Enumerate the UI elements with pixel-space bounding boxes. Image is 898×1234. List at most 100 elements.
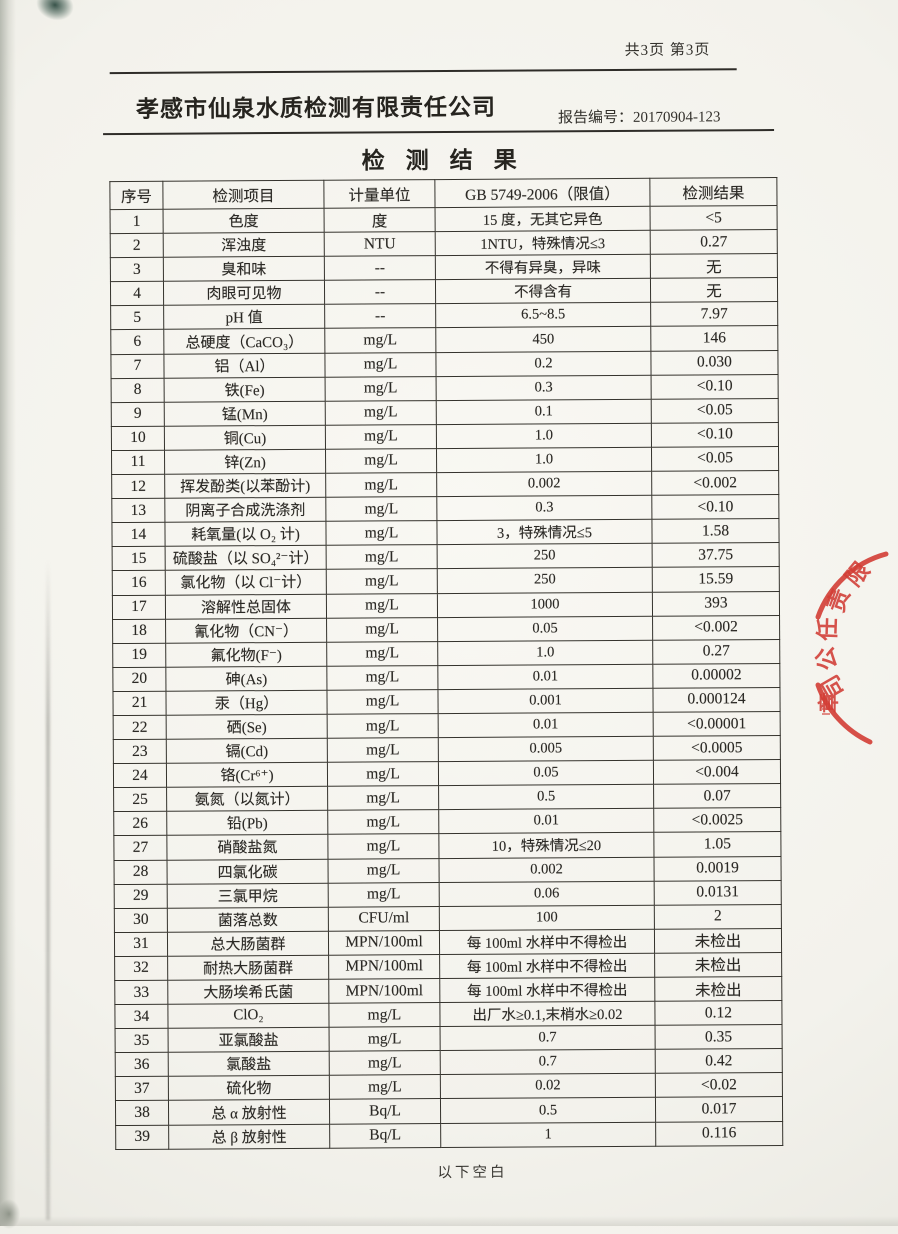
cell-item: 铝（Al） (163, 352, 326, 378)
cell-item: 总硬度（CaCO₃） (163, 328, 325, 354)
cell-item: 氯酸盐 (168, 1051, 330, 1077)
cell-result: 146 (650, 325, 778, 351)
cell-item: 硒(Se) (166, 714, 328, 740)
cell-unit: CFU/ml (328, 906, 440, 932)
cell-item: 氟化物(F⁻) (165, 641, 327, 668)
cell-limit: 450 (435, 326, 651, 353)
cell-result: <0.02 (655, 1072, 783, 1098)
footer-blank-note: 以下空白 (437, 1164, 508, 1182)
cell-seq: 30 (114, 907, 168, 933)
cell-item: 铅(Pb) (166, 810, 328, 836)
cell-result: <0.10 (651, 422, 779, 448)
cell-item: 耐热大肠菌群 (167, 955, 329, 981)
cell-result: <0.0025 (653, 807, 781, 833)
cell-limit: 0.7 (440, 1049, 656, 1075)
cell-unit: mg/L (325, 496, 437, 522)
cell-result: 未检出 (654, 976, 782, 1002)
cell-result: 393 (652, 590, 780, 616)
cell-result: 37.75 (652, 542, 780, 568)
cell-seq: 2 (110, 233, 164, 258)
cell-unit: mg/L (325, 520, 438, 546)
cell-result: 0.116 (655, 1121, 783, 1146)
cell-seq: 7 (110, 353, 165, 379)
cell-limit: 0.001 (437, 688, 654, 714)
cell-seq: 1 (110, 209, 164, 234)
cell-limit: 10，特殊情况≤20 (438, 832, 654, 859)
cell-limit: 0.05 (437, 615, 653, 642)
cell-item: 锌(Zn) (164, 449, 326, 475)
report-number-label: 报告编号： (557, 109, 634, 127)
report-number-value: 20170904-123 (632, 109, 721, 126)
cell-seq: 6 (110, 329, 164, 355)
cell-unit: mg/L (326, 617, 438, 642)
cell-item: 锰(Mn) (164, 401, 326, 427)
cell-result: 7.97 (650, 301, 778, 327)
cell-limit: 0.005 (438, 736, 654, 762)
cell-unit: Bq/L (329, 1123, 441, 1148)
cell-result: 0.12 (654, 1000, 783, 1026)
cell-seq: 25 (113, 787, 167, 812)
page-number: 共3页 第3页 (624, 42, 711, 59)
cell-limit: 1.0 (436, 447, 652, 473)
results-table-body: 1 色度 度 15 度，无其它异色 <5 2 浑浊度 NTU 1NTU，特殊情况… (110, 205, 783, 1150)
cell-item: 溶解性总固体 (165, 593, 327, 619)
cell-seq: 26 (113, 811, 167, 836)
cell-seq: 17 (112, 594, 166, 620)
cell-unit: -- (324, 303, 436, 329)
cell-item: 氯化物（以 Cl⁻计） (165, 569, 327, 595)
table-row: 39 总 β 放射性 Bq/L 1 0.116 (115, 1121, 783, 1150)
cell-unit: mg/L (327, 737, 439, 763)
cell-result: 0.27 (650, 229, 778, 255)
cell-item: 总大肠菌群 (167, 931, 329, 957)
cell-seq: 23 (113, 739, 167, 764)
cell-unit: mg/L (325, 400, 437, 426)
cell-limit: 0.002 (436, 471, 652, 497)
cell-limit: 每 100ml 水样中不得检出 (439, 929, 655, 955)
cell-unit: mg/L (324, 352, 437, 377)
cell-seq: 11 (111, 450, 165, 475)
cell-seq: 29 (114, 883, 168, 909)
cell-seq: 8 (111, 377, 165, 403)
cell-result: 0.030 (650, 350, 779, 375)
cell-limit: 0.7 (440, 1025, 656, 1051)
cell-item: 色度 (163, 208, 325, 234)
header-divider-bottom (103, 129, 775, 136)
cell-seq: 4 (110, 281, 164, 306)
cell-item: 亚氯酸盐 (168, 1027, 330, 1053)
header-divider-top (109, 68, 737, 75)
results-table: 序号 检测项目 计量单位 GB 5749-2006（限值） 检测结果 1 色度 … (109, 177, 783, 1150)
cell-limit: 1 (440, 1121, 656, 1148)
cell-item: 汞（Hg） (165, 690, 328, 716)
cell-item: 阴离子合成洗涤剂 (164, 497, 326, 523)
cell-limit: 1NTU，特殊情况≤3 (435, 230, 651, 256)
cell-limit: 不得有异臭，异味 (435, 254, 651, 280)
cell-seq: 14 (111, 522, 166, 547)
cell-result: 未检出 (654, 928, 782, 954)
cell-result: 0.27 (652, 639, 780, 665)
cell-seq: 5 (110, 305, 164, 331)
cell-result: <5 (650, 205, 778, 231)
cell-result: 0.35 (655, 1024, 783, 1050)
cell-item: 铬(Cr⁶⁺) (166, 762, 328, 788)
cell-limit: 0.02 (440, 1073, 656, 1100)
cell-result: 2 (654, 904, 782, 930)
cell-result: <0.10 (651, 494, 779, 520)
cell-item: 挥发酚类(以苯酚计) (164, 473, 326, 499)
cell-limit: 15 度，无其它异色 (435, 206, 651, 232)
cell-seq: 39 (115, 1124, 169, 1150)
cell-result: <0.004 (653, 759, 781, 785)
cell-unit: mg/L (325, 376, 437, 402)
cell-item: 菌落总数 (167, 906, 329, 933)
cell-limit: 每 100ml 水样中不得检出 (439, 977, 655, 1003)
cell-item: 铜(Cu) (164, 425, 326, 451)
cell-limit: 0.01 (438, 712, 654, 738)
cell-limit: 0.5 (440, 1097, 656, 1124)
cell-limit: 出厂水≥0.1,末梢水≥0.02 (439, 1001, 656, 1027)
cell-item: 浑浊度 (163, 232, 325, 258)
cell-seq: 37 (115, 1076, 169, 1102)
cell-seq: 20 (112, 667, 166, 692)
report-number: 报告编号：20170904-123 (558, 105, 721, 127)
cell-seq: 15 (112, 546, 166, 571)
cell-unit: mg/L (327, 834, 439, 859)
cell-item: 铁(Fe) (164, 376, 326, 402)
